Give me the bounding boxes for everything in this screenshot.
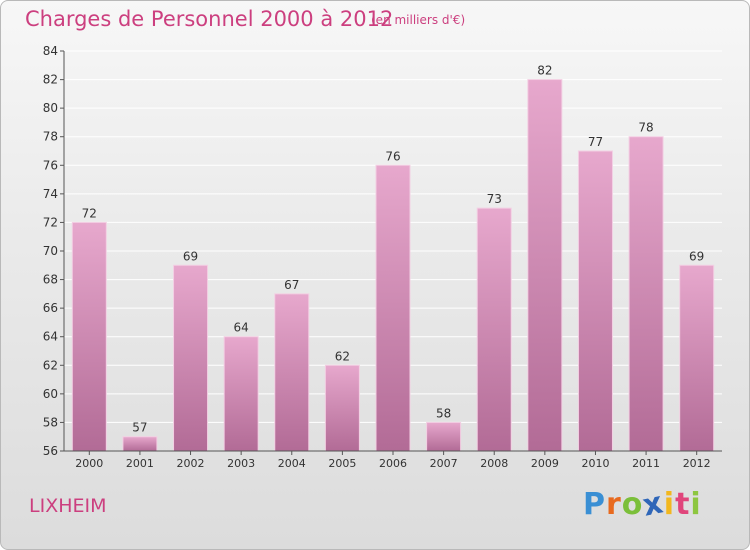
bar-value-label: 82 (537, 64, 552, 78)
y-tick-label: 66 (43, 301, 58, 315)
bar-value-label: 77 (588, 135, 603, 149)
bar (173, 264, 209, 452)
bar (628, 136, 664, 452)
y-tick-label: 76 (43, 158, 58, 172)
logo-letter: t (675, 487, 691, 522)
bar-value-label: 78 (638, 121, 653, 135)
bar (324, 364, 360, 452)
x-tick-label: 2009 (531, 457, 559, 470)
y-tick-label: 72 (43, 215, 58, 229)
bar (274, 293, 310, 452)
y-tick-label: 82 (43, 73, 58, 87)
x-tick-label: 2011 (632, 457, 660, 470)
bar (476, 207, 512, 452)
bar-value-label: 76 (385, 149, 400, 163)
bar (426, 421, 462, 452)
axes: 56 58 60 62 64 66 68 70 72 74 76 78 80 82 84 2000 2001 20… (43, 44, 722, 470)
bar-value-label: 58 (436, 406, 451, 420)
chart-subtitle: (en milliers d'€) (371, 13, 466, 27)
bar-value-label: 73 (487, 192, 502, 206)
y-tick-label: 74 (43, 187, 58, 201)
bars: 72 57 69 64 67 62 76 58 73 82 77 78 69 (71, 64, 715, 452)
bar (375, 164, 411, 452)
bar (122, 436, 158, 452)
logo-letter: i (690, 487, 702, 522)
y-tick-label: 84 (43, 44, 58, 58)
bar (223, 336, 259, 452)
x-tick-label: 2003 (227, 457, 255, 470)
logo-letter: o (621, 487, 644, 522)
logo-letter: i (663, 487, 676, 522)
bar (71, 221, 107, 452)
x-tick-label: 2010 (581, 457, 609, 470)
x-tick-label: 2004 (278, 457, 306, 470)
x-tick-label: 2008 (480, 457, 508, 470)
bar-value-label: 67 (284, 278, 299, 292)
y-tick-label: 80 (43, 101, 58, 115)
bar (577, 150, 613, 452)
y-tick-label: 62 (43, 358, 58, 372)
x-tick-label: 2001 (126, 457, 154, 470)
bar (679, 264, 715, 452)
x-tick-label: 2000 (75, 457, 103, 470)
bar-value-label: 57 (132, 421, 147, 435)
y-tick-label: 60 (43, 387, 58, 401)
y-tick-label: 64 (43, 330, 58, 344)
logo-letter: P (583, 487, 606, 522)
bar-value-label: 62 (335, 349, 350, 363)
x-tick-label: 2012 (683, 457, 711, 470)
bar-value-label: 69 (689, 249, 704, 263)
y-tick-label: 70 (43, 244, 58, 258)
y-tick-label: 68 (43, 273, 58, 287)
x-tick-label: 2005 (328, 457, 356, 470)
x-tick-label: 2006 (379, 457, 407, 470)
proxiti-logo: Proxiti (583, 485, 702, 523)
bar-value-label: 72 (82, 206, 97, 220)
x-tick-label: 2002 (177, 457, 205, 470)
y-tick-label: 56 (43, 444, 58, 458)
logo-letter: r (606, 487, 622, 522)
bar-value-label: 69 (183, 249, 198, 263)
chart-title: Charges de Personnel 2000 à 2012 (25, 7, 394, 31)
x-tick-label: 2007 (430, 457, 458, 470)
y-tick-label: 78 (43, 130, 58, 144)
bar (527, 79, 563, 452)
bar-value-label: 64 (234, 321, 249, 335)
y-tick-label: 58 (43, 415, 58, 429)
town-name: LIXHEIM (29, 495, 107, 517)
